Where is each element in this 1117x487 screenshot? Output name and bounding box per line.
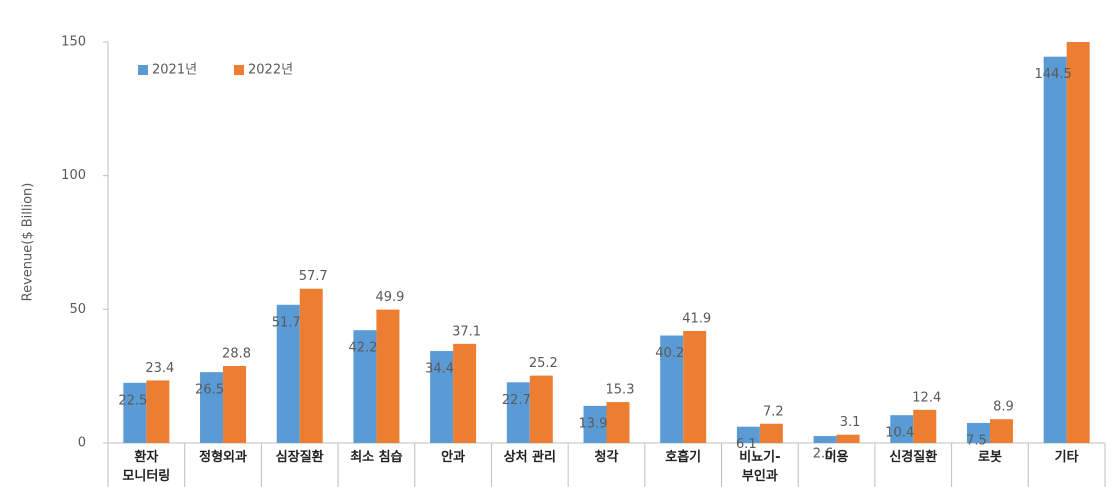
data-label: 3.1: [840, 415, 861, 430]
bar: [1066, 42, 1090, 444]
x-tick-label: 상처 관리: [503, 450, 556, 465]
data-label: 51.7: [272, 315, 301, 330]
data-label: 49.9: [375, 290, 404, 305]
y-tick-label: 0: [78, 436, 86, 451]
bar: [353, 330, 377, 443]
bar: [200, 372, 224, 443]
data-label: 8.9: [993, 400, 1014, 415]
data-label: 10.4: [885, 426, 914, 441]
bar: [123, 382, 147, 443]
legend-swatch: [138, 65, 148, 75]
x-tick-label: 비뇨기-부인과: [739, 450, 781, 484]
bar: [813, 436, 837, 443]
bar: [890, 415, 914, 443]
y-tick-label: 50: [69, 302, 86, 317]
plot-area: [123, 42, 1090, 444]
data-label: 13.9: [579, 416, 608, 431]
x-tick-label: 정형외과: [199, 450, 247, 465]
data-label: 41.9: [682, 311, 711, 326]
bar: [376, 309, 400, 443]
bar: [583, 405, 607, 443]
bar: [146, 380, 170, 443]
bar: [759, 423, 783, 443]
legend-label: 2021년: [152, 63, 197, 78]
data-label: 23.4: [145, 361, 174, 376]
data-label: 144.5: [1035, 67, 1072, 82]
data-label: 28.8: [222, 347, 251, 362]
x-tick-label: 심장질환: [275, 450, 324, 465]
bar: [683, 330, 707, 443]
bar: [223, 366, 247, 443]
data-label: 34.4: [425, 362, 454, 377]
data-label: 57.7: [299, 269, 328, 284]
data-label: 42.2: [348, 341, 377, 356]
bar: [913, 409, 937, 443]
y-tick-label: 150: [61, 35, 86, 50]
data-label: 15.3: [606, 383, 635, 398]
bar: [506, 382, 530, 443]
legend-label: 2022년: [248, 63, 293, 78]
x-tick-label: 호흡기: [665, 450, 702, 465]
x-tick-label: 신경질환: [889, 450, 938, 465]
bar: [529, 375, 553, 443]
data-label: 6.1: [736, 437, 757, 452]
x-tick-label: 환자 모니터링: [122, 450, 171, 484]
bar: [989, 419, 1013, 443]
x-tick-label: 미용: [824, 450, 849, 465]
data-label: 22.7: [502, 393, 531, 408]
data-label: 7.2: [763, 404, 784, 419]
x-tick-label: 안과: [441, 450, 466, 465]
data-label: 37.1: [452, 324, 481, 339]
x-tick-label: 기타: [1054, 450, 1079, 465]
data-label: 40.2: [655, 346, 684, 361]
bar: [430, 351, 454, 443]
legend-swatch: [234, 65, 244, 75]
x-tick-label: 로봇: [977, 450, 1002, 465]
bar: [606, 402, 630, 443]
y-tick-label: 100: [61, 168, 86, 183]
bar: [1043, 56, 1067, 443]
data-label: 2.6: [813, 447, 834, 462]
bar: [736, 426, 760, 443]
x-tick-label: 최소 침습: [350, 450, 403, 465]
bar: [453, 343, 477, 443]
bar: [966, 422, 990, 443]
bar: [276, 304, 300, 443]
y-axis-label: Revenue($ Billion): [21, 183, 36, 302]
data-label: 25.2: [529, 356, 558, 371]
data-label: 22.5: [118, 393, 147, 408]
x-tick-label: 청각: [594, 450, 619, 465]
data-label: 26.5: [195, 383, 224, 398]
data-label: 7.5: [966, 433, 987, 448]
bar: [660, 335, 684, 443]
bar: [299, 288, 323, 443]
bar: [836, 434, 860, 443]
data-label: 12.4: [912, 390, 941, 405]
